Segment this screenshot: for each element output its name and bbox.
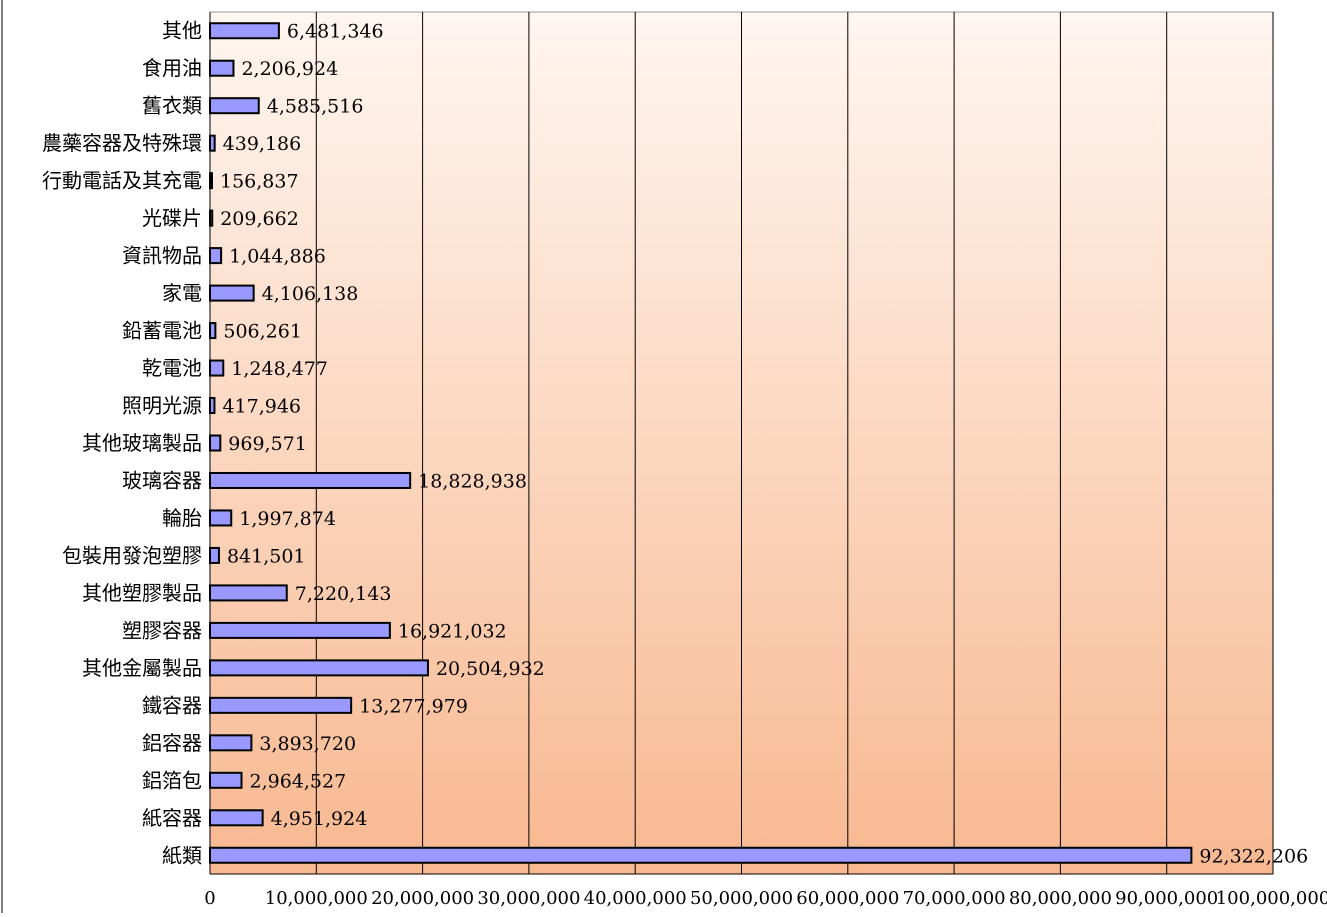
category-label: 食用油 (142, 56, 202, 80)
data-label: 506,261 (223, 321, 302, 343)
bar (209, 509, 233, 527)
bar (209, 97, 260, 115)
x-tick-label: 30,000,000 (477, 888, 580, 909)
data-label: 7,220,143 (295, 583, 392, 605)
bar (209, 584, 288, 602)
x-tick-label: 90,000,000 (1115, 888, 1218, 909)
bar (209, 59, 235, 77)
data-label: 16,921,032 (398, 620, 507, 642)
bar (209, 172, 213, 190)
data-label: 209,662 (220, 208, 299, 230)
bar (209, 434, 222, 452)
x-tick-labels: 0 10,000,000 20,000,000 30,000,000 40,000,00… (204, 888, 1327, 909)
x-tick-label: 40,000,000 (584, 888, 687, 909)
category-label: 其他金屬製品 (82, 656, 202, 680)
data-labels: 92,322,206 4,951,924 2,964,527 3,893,72013,… (220, 21, 1308, 868)
bar (209, 809, 264, 827)
grid-lines (209, 12, 1274, 875)
bar (209, 734, 253, 752)
bar (209, 471, 412, 489)
bars (209, 22, 1193, 864)
category-label: 光碟片 (142, 206, 202, 230)
data-label: 18,828,938 (418, 470, 527, 492)
data-label: 156,837 (220, 171, 299, 193)
x-tick-label: 60,000,000 (796, 888, 899, 909)
category-label: 紙類 (162, 843, 202, 867)
data-label: 2,206,924 (241, 58, 338, 80)
x-tick-label: 20,000,000 (371, 888, 474, 909)
data-label: 13,277,979 (359, 695, 468, 717)
x-tick-label: 70,000,000 (903, 888, 1006, 909)
data-label: 20,504,932 (436, 658, 545, 680)
x-tick-label: 50,000,000 (690, 888, 793, 909)
data-label: 6,481,346 (287, 21, 384, 43)
category-label: 家電 (162, 281, 202, 305)
data-label: 4,951,924 (271, 808, 368, 830)
bar (209, 359, 225, 377)
bar (209, 621, 391, 639)
category-label: 農藥容器及特殊環 (42, 131, 202, 155)
category-label: 輪胎 (162, 506, 202, 530)
category-label: 資訊物品 (122, 244, 202, 268)
category-label: 鋁容器 (142, 731, 202, 755)
category-label: 其他塑膠製品 (82, 581, 202, 605)
x-tick-label: 100,000,000 (1216, 888, 1327, 909)
category-label: 乾電池 (142, 356, 202, 380)
x-tick-label: 80,000,000 (1009, 888, 1112, 909)
data-label: 417,946 (222, 396, 301, 418)
category-label: 鐵容器 (142, 693, 202, 717)
category-label: 其他 (162, 19, 202, 43)
data-label: 3,893,720 (259, 733, 356, 755)
category-label: 鋁箔包 (142, 768, 202, 792)
category-label: 其他玻璃製品 (82, 431, 202, 455)
data-label: 92,322,206 (1199, 845, 1308, 867)
bar (209, 846, 1193, 864)
x-tick-label: 10,000,000 (265, 888, 368, 909)
bar (209, 22, 280, 40)
category-labels: 紙類 紙容器 鋁箔包 鋁容器 鐵容器 其他金屬製品 塑膠容器 其他塑膠製品 包裝用發泡塑膠 輪胎 玻… (42, 19, 202, 868)
category-label: 包裝用發泡塑膠 (62, 543, 202, 567)
bar (209, 247, 223, 265)
bar (209, 209, 214, 227)
data-label: 1,997,874 (239, 508, 336, 530)
bar (209, 134, 216, 152)
data-label: 969,571 (228, 433, 307, 455)
category-label: 玻璃容器 (122, 468, 202, 492)
bar (209, 771, 243, 789)
category-label: 行動電話及其充電 (42, 169, 202, 193)
data-label: 439,186 (223, 133, 302, 155)
bar (209, 284, 255, 302)
category-label: 紙容器 (142, 806, 202, 830)
bar (209, 659, 429, 677)
category-label: 照明光源 (122, 394, 202, 418)
bar (209, 696, 353, 714)
data-label: 1,044,886 (229, 246, 326, 268)
bar (209, 546, 220, 564)
category-label: 舊衣類 (142, 94, 202, 118)
data-label: 4,585,516 (267, 96, 364, 118)
data-label: 841,501 (227, 545, 306, 567)
data-label: 4,106,138 (262, 283, 359, 305)
data-label: 2,964,527 (250, 770, 347, 792)
category-label: 塑膠容器 (122, 618, 202, 642)
bar (209, 397, 216, 415)
category-label: 鉛蓄電池 (122, 319, 202, 343)
data-label: 1,248,477 (231, 358, 328, 380)
bar (209, 322, 217, 340)
x-tick-label: 0 (204, 888, 215, 909)
